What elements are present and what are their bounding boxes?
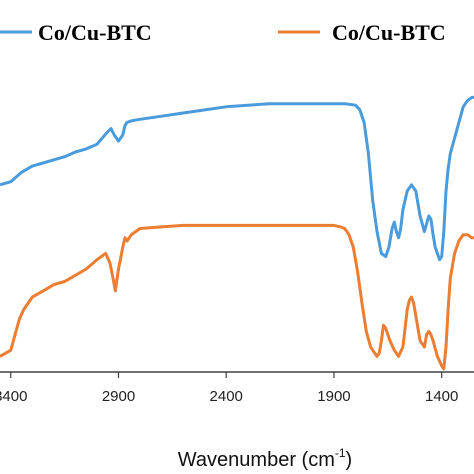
x-tick-label: 2900 (102, 388, 135, 405)
plot-area (0, 95, 474, 371)
legend: Co/Cu-BTC Co/Cu-BTC (0, 20, 446, 45)
legend-label-series-2: Co/Cu-BTC (332, 20, 446, 45)
x-tick-label: 1900 (317, 388, 350, 405)
series-line-2 (0, 223, 474, 371)
x-tick-label: 1400 (425, 388, 458, 405)
legend-label-series-1: Co/Cu-BTC (38, 20, 152, 45)
x-axis-title: Wavenumber (cm-1) (178, 446, 352, 471)
x-axis-ticks: 3400 2900 2400 1900 1400 (0, 372, 458, 405)
x-tick-label: 2400 (210, 388, 243, 405)
x-tick-label: 3400 (0, 388, 27, 405)
series-line-1 (0, 95, 474, 262)
